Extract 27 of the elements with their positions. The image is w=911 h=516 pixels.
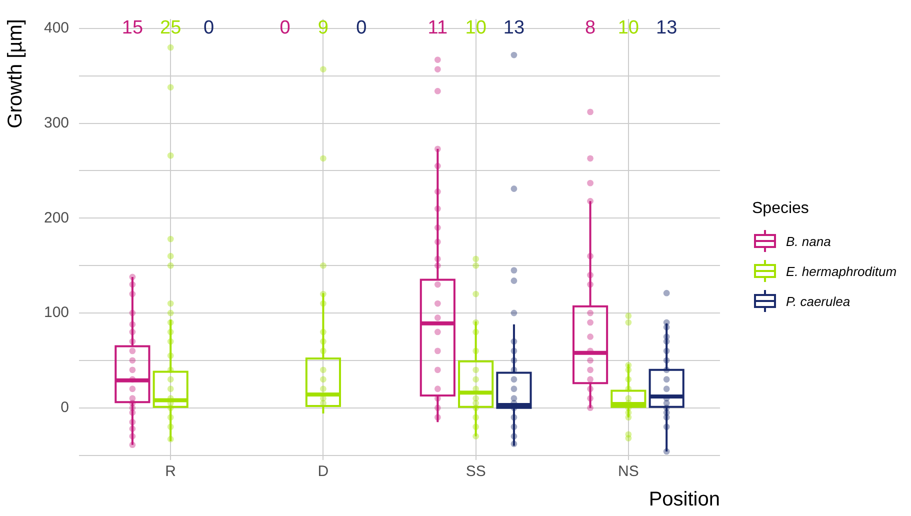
x-tick-label: D <box>318 463 329 480</box>
y-tick-label: 300 <box>44 114 70 132</box>
text: 25 <box>160 18 182 39</box>
x-axis-title: Position <box>648 488 720 511</box>
y-tick-label: 0 <box>60 398 70 416</box>
text: 0 <box>280 18 290 39</box>
y-tick-label: 100 <box>44 304 70 322</box>
legend-label: E. hermaphroditum <box>786 264 897 278</box>
text: 10 <box>618 18 640 39</box>
x-tick-label: R <box>165 463 176 480</box>
legend-label: B. nana <box>786 234 831 248</box>
text: 9 <box>318 18 328 39</box>
legend-title: Species <box>752 200 810 218</box>
text: 8 <box>584 18 596 39</box>
y-tick-label: 400 <box>44 20 70 37</box>
text: 13 <box>656 18 678 39</box>
text: 10 <box>465 18 486 39</box>
y-axis-title: Growth [µm] <box>4 19 27 128</box>
text: 11 <box>428 18 448 39</box>
y-tick-label: 200 <box>44 209 70 226</box>
text: 13 <box>503 18 525 39</box>
text: 0 <box>203 18 214 39</box>
legend-label: P. caerulea <box>786 294 850 308</box>
text: 15 <box>122 18 144 39</box>
text: 0 <box>356 18 367 39</box>
x-tick-label: SS <box>466 463 486 480</box>
x-tick-label: NS <box>618 463 639 480</box>
